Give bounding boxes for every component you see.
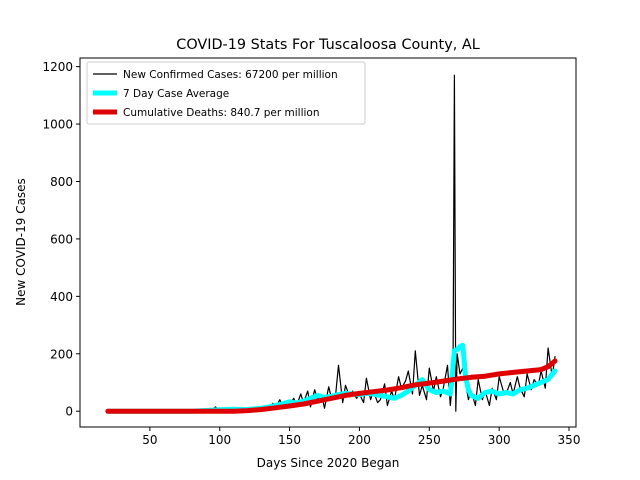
legend-label: Cumulative Deaths: 840.7 per million bbox=[123, 107, 320, 119]
series-layer bbox=[105, 74, 558, 414]
legend-label: New Confirmed Cases: 67200 per million bbox=[123, 69, 338, 81]
axes-frame bbox=[79, 57, 577, 428]
chart-title: COVID-19 Stats For Tuscaloosa County, AL bbox=[176, 37, 479, 53]
x-axis-label: Days Since 2020 Began bbox=[257, 456, 400, 470]
y-tick-label: 0 bbox=[65, 405, 73, 419]
y-tick-label: 400 bbox=[50, 290, 73, 304]
cumulative-deaths-line bbox=[105, 358, 558, 414]
legend: New Confirmed Cases: 67200 per million 7 … bbox=[86, 61, 366, 125]
legend-item-cumulative-deaths: Cumulative Deaths: 840.7 per million bbox=[93, 107, 320, 119]
x-tick-label: 100 bbox=[208, 433, 231, 447]
x-tick-label: 150 bbox=[278, 433, 301, 447]
legend-item-seven-day-average: 7 Day Case Average bbox=[93, 88, 229, 100]
y-tick-label: 600 bbox=[50, 232, 73, 246]
y-axis: 0 200 400 600 800 1000 1200 bbox=[42, 60, 80, 419]
x-tick-label: 250 bbox=[418, 433, 441, 447]
legend-item-new-cases: New Confirmed Cases: 67200 per million bbox=[93, 69, 338, 81]
x-tick-label: 350 bbox=[558, 433, 581, 447]
x-axis: 50 100 150 200 250 300 350 bbox=[142, 427, 580, 447]
y-axis-label: New COVID-19 Cases bbox=[14, 178, 28, 306]
plot-area bbox=[79, 57, 577, 428]
legend-box bbox=[86, 61, 366, 125]
x-tick-label: 300 bbox=[488, 433, 511, 447]
y-tick-label: 1200 bbox=[42, 60, 73, 74]
y-tick-label: 200 bbox=[50, 347, 73, 361]
legend-label: 7 Day Case Average bbox=[123, 88, 229, 100]
y-tick-label: 1000 bbox=[42, 118, 73, 132]
x-tick-label: 50 bbox=[142, 433, 157, 447]
y-tick-label: 800 bbox=[50, 175, 73, 189]
x-tick-label: 200 bbox=[348, 433, 371, 447]
